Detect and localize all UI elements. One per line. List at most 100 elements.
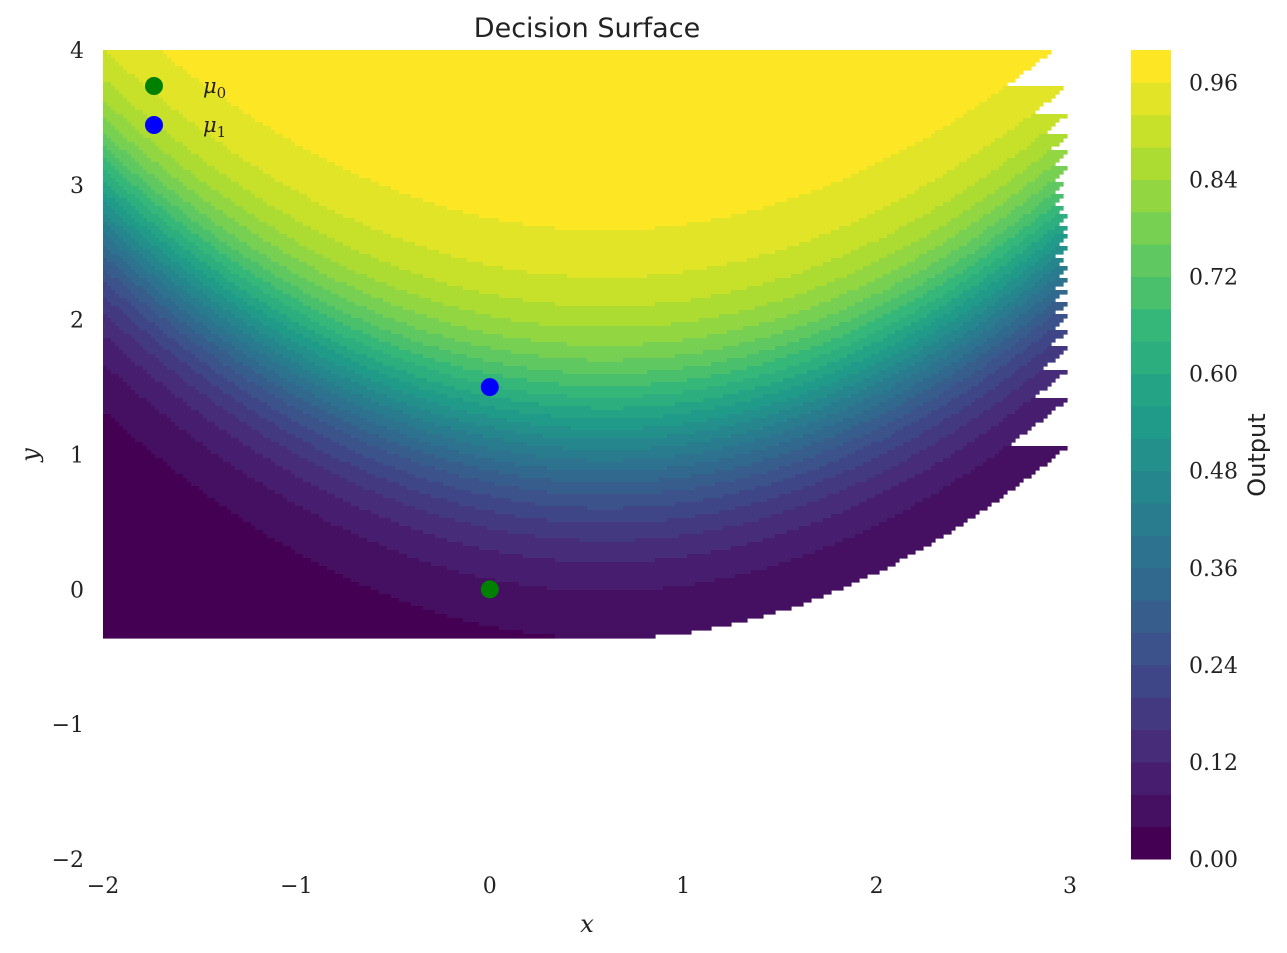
contour-band-cell: [103, 574, 344, 579]
contour-band-cell: [519, 486, 696, 491]
contour-band-cell: [975, 294, 992, 299]
contour-band-cell: [515, 430, 696, 435]
contour-band-cell: [315, 462, 352, 467]
contour-band-cell: [103, 414, 112, 419]
contour-band-cell: [471, 490, 548, 495]
contour-band-cell: [371, 398, 396, 403]
contour-band-cell: [903, 338, 920, 343]
contour-band-cell: [479, 402, 540, 407]
contour-band-cell: [903, 246, 936, 251]
contour-band-cell: [807, 502, 860, 507]
contour-band-cell: [723, 346, 776, 351]
contour-band-cell: [191, 434, 232, 439]
contour-band-cell: [115, 178, 128, 183]
contour-band-cell: [255, 306, 272, 311]
contour-band-cell: [799, 362, 828, 367]
contour-band-cell: [103, 282, 108, 287]
contour-band-cell: [751, 450, 792, 455]
contour-band-cell: [959, 326, 976, 331]
contour-band-cell: [939, 338, 956, 343]
contour-band-cell: [519, 474, 692, 479]
contour-band-cell: [219, 190, 252, 195]
contour-band-cell: [123, 258, 136, 263]
contour-band-cell: [279, 262, 308, 267]
contour-band-cell: [983, 298, 1000, 303]
contour-band-cell: [471, 342, 568, 347]
contour-band-cell: [739, 390, 780, 395]
contour-band-cell: [295, 474, 340, 479]
contour-band-cell: [983, 278, 1000, 283]
contour-band-cell: [127, 230, 140, 235]
contour-band-cell: [379, 338, 412, 343]
contour-band-cell: [103, 622, 480, 627]
contour-band-cell: [1027, 146, 1052, 151]
contour-band-cell: [851, 330, 876, 335]
contour-band-cell: [971, 350, 988, 355]
contour-band-cell: [991, 170, 1024, 175]
contour-band-cell: [167, 102, 232, 107]
contour-band-cell: [959, 258, 980, 263]
contour-band-cell: [791, 386, 820, 391]
contour-band-cell: [507, 530, 704, 535]
contour-band-cell: [103, 94, 124, 99]
contour-band-cell: [439, 346, 492, 351]
contour-band-cell: [279, 230, 320, 235]
contour-band-cell: [103, 262, 116, 267]
contour-band-cell: [295, 142, 916, 147]
contour-band-cell: [935, 298, 952, 303]
contour-band-cell: [1019, 326, 1036, 331]
contour-band-cell: [343, 242, 416, 247]
point-marker: [480, 378, 499, 397]
contour-band-cell: [875, 162, 960, 167]
contour-band-cell: [723, 394, 764, 399]
contour-band-cell: [443, 302, 556, 307]
contour-band-cell: [975, 262, 992, 267]
contour-band-cell: [275, 462, 316, 467]
contour-band-cell: [219, 334, 236, 339]
contour-band-cell: [315, 394, 340, 399]
contour-band-cell: [211, 202, 236, 207]
contour-band-cell: [103, 158, 108, 163]
contour-band-cell: [251, 334, 268, 339]
contour-band-cell: [1055, 246, 1068, 251]
contour-band-cell: [103, 86, 116, 91]
contour-band-cell: [907, 458, 944, 463]
contour-band-cell: [983, 366, 1000, 371]
contour-band-cell: [103, 166, 116, 171]
contour-band-cell: [139, 198, 152, 203]
contour-band-cell: [439, 370, 484, 375]
contour-band-cell: [271, 242, 300, 247]
contour-band-cell: [963, 334, 980, 339]
contour-band-cell: [1047, 306, 1064, 311]
contour-band-cell: [931, 262, 956, 267]
contour-band-cell: [119, 146, 140, 151]
contour-band-cell: [263, 322, 284, 327]
contour-band-cell: [915, 382, 936, 387]
contour-band-cell: [123, 114, 148, 119]
contour-band-cell: [127, 190, 144, 195]
contour-band-cell: [891, 486, 944, 491]
contour-band-cell: [883, 378, 904, 383]
contour-band-cell: [899, 198, 952, 203]
contour-band-cell: [435, 610, 776, 615]
contour-band-cell: [959, 346, 976, 351]
contour-band-cell: [755, 338, 800, 343]
contour-band-cell: [895, 282, 924, 287]
contour-band-cell: [779, 442, 812, 447]
contour-band-cell: [883, 358, 904, 363]
contour-band-cell: [875, 330, 896, 335]
contour-band-cell: [1015, 234, 1028, 239]
contour-band-cell: [419, 406, 452, 411]
contour-band-cell: [103, 126, 116, 131]
contour-band-cell: [291, 306, 312, 311]
contour-band-cell: [751, 474, 796, 479]
contour-band-cell: [283, 466, 324, 471]
contour-band-cell: [947, 434, 980, 439]
contour-band-cell: [139, 310, 156, 315]
contour-band-cell: [887, 366, 908, 371]
contour-band-cell: [863, 434, 892, 439]
contour-band-cell: [103, 586, 372, 591]
contour-band-cell: [795, 374, 824, 379]
contour-band-cell: [103, 590, 380, 595]
contour-band-cell: [531, 422, 684, 427]
